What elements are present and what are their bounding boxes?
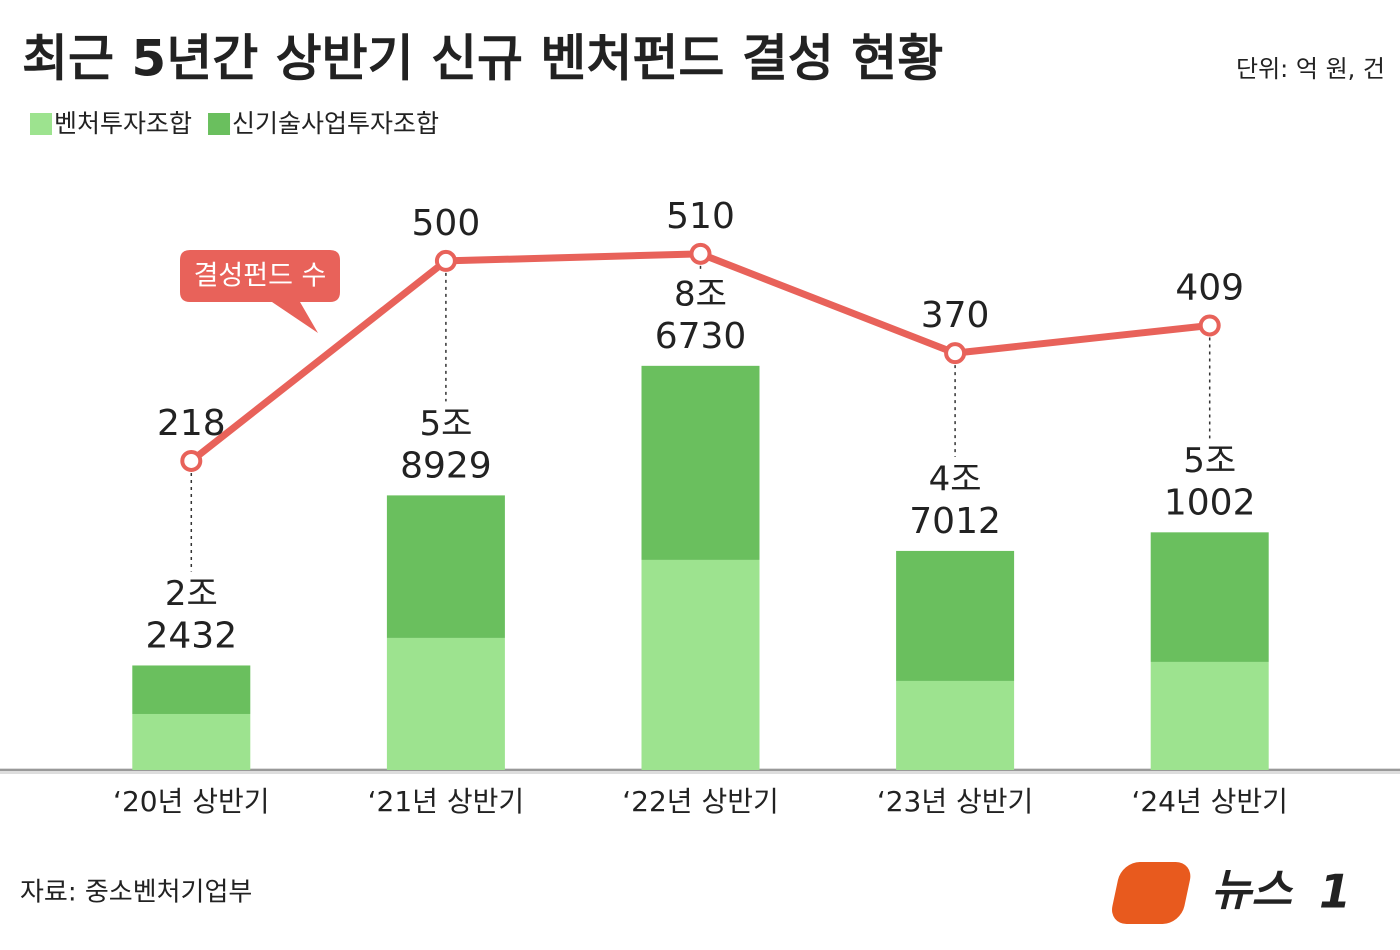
total-label: 7012 <box>909 501 1001 542</box>
callout-box <box>180 250 340 333</box>
line-point <box>1198 314 1221 337</box>
line-value-label: 500 <box>412 203 481 244</box>
bar-segment <box>386 637 505 770</box>
line-value-label: 218 <box>157 403 226 444</box>
logo-badge <box>1112 862 1191 924</box>
x-tick-label: ‘20년 상반기 <box>113 785 269 818</box>
line-point <box>180 449 203 472</box>
bar-segment <box>1150 661 1269 770</box>
line-point <box>689 242 712 265</box>
logo: 뉴스 1 <box>1112 862 1351 924</box>
legend-swatch <box>30 113 52 135</box>
legend-label: 벤처투자조합 <box>54 109 192 138</box>
bar-segment <box>386 495 505 638</box>
total-label: 5조 <box>1183 441 1236 481</box>
total-label: 5조 <box>419 404 472 444</box>
x-tick-label: ‘21년 상반기 <box>368 785 524 818</box>
x-tick-label: ‘22년 상반기 <box>622 785 778 818</box>
unit-label: 단위: 억 원, 건 <box>1236 55 1385 83</box>
total-label: 2조 <box>165 574 218 614</box>
logo-number: 1 <box>1319 865 1351 919</box>
total-label: 6730 <box>655 316 747 357</box>
bar-segment <box>1150 532 1269 662</box>
total-label: 2432 <box>145 615 237 656</box>
line-value-label: 510 <box>666 196 735 237</box>
total-label: 8929 <box>400 445 492 486</box>
bar-segment <box>132 665 251 714</box>
line-value-label: 370 <box>921 295 990 336</box>
line-value-label: 409 <box>1175 267 1244 308</box>
bar-segment <box>896 680 1015 770</box>
bar-segment <box>641 365 760 560</box>
total-label: 4조 <box>929 459 982 499</box>
total-label: 1002 <box>1164 482 1256 523</box>
total-label: 8조 <box>674 274 727 314</box>
line-point <box>944 342 967 365</box>
callout-label: 결성펀드 수 <box>194 261 327 292</box>
line-callout: 결성펀드 수 <box>180 250 340 333</box>
bar-segment <box>641 559 760 770</box>
bar-segment <box>132 713 251 770</box>
source: 자료: 중소벤처기업부 <box>20 878 252 908</box>
x-tick-label: ‘23년 상반기 <box>877 785 1033 818</box>
logo-text: 뉴스 <box>1211 865 1293 916</box>
chart-title: 최근 5년간 상반기 신규 벤처펀드 결성 현황 <box>22 30 943 88</box>
legend-label: 신기술사업투자조합 <box>232 109 439 138</box>
x-tick-label: ‘24년 상반기 <box>1131 785 1287 818</box>
legend-swatch <box>208 113 231 135</box>
bar-segment <box>896 550 1015 681</box>
line-point <box>434 249 457 272</box>
